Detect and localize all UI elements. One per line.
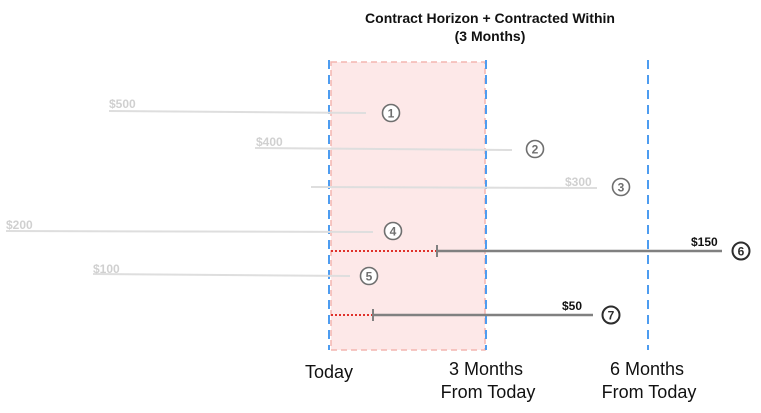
contract-badge-1: 1 — [381, 103, 401, 123]
svg-text:4: 4 — [390, 225, 397, 239]
three-months-label-line-2: From Today — [441, 382, 536, 402]
contract-amount-4: $200 — [6, 218, 33, 232]
six-months-label-line-2: From Today — [602, 382, 697, 402]
contract-badge-6: 6 — [731, 241, 751, 261]
contract-badge-2: 2 — [525, 139, 545, 159]
contract-amount-7: $50 — [562, 299, 582, 313]
contract-line-1 — [108, 110, 367, 114]
contract-amount-2: $400 — [256, 135, 283, 149]
svg-text:3: 3 — [618, 181, 625, 195]
contract-badge-7: 7 — [601, 305, 621, 325]
contract-amount-1: $500 — [109, 97, 136, 111]
diagram-title-line-2: (3 Months) — [455, 28, 526, 44]
svg-text:7: 7 — [608, 309, 615, 323]
today-label: Today — [305, 362, 353, 382]
svg-text:2: 2 — [532, 143, 539, 157]
contract-line-2 — [254, 147, 513, 151]
contract-amount-3: $300 — [565, 175, 592, 189]
svg-text:6: 6 — [738, 245, 745, 259]
contract-line-3 — [310, 186, 598, 189]
contract-badge-4: 4 — [383, 221, 403, 241]
svg-text:1: 1 — [388, 107, 395, 121]
contract-line-5 — [92, 273, 351, 277]
contract-badge-3: 3 — [611, 177, 631, 197]
six-months-label-line-1: 6 Months — [610, 359, 684, 379]
three-months-label-line-1: 3 Months — [449, 359, 523, 379]
diagram-title-line-1: Contract Horizon + Contracted Within — [365, 10, 615, 26]
contracted-within-window — [330, 61, 486, 351]
contract-amount-5: $100 — [93, 262, 120, 276]
contract-line-4 — [5, 230, 374, 233]
contract-badge-5: 5 — [359, 266, 379, 286]
contract-amount-6: $150 — [691, 235, 718, 249]
svg-text:5: 5 — [366, 270, 373, 284]
